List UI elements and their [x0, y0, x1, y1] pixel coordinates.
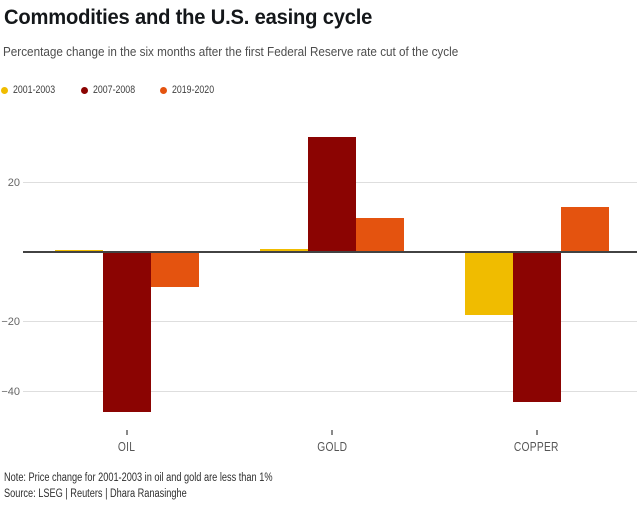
bar-copper-2007-2008 — [512, 252, 561, 402]
x-category-label-oil: OIL — [57, 440, 197, 454]
zero-axis-line — [23, 251, 637, 254]
gridline-−40 — [23, 391, 637, 392]
legend-item-2019-2020: 2019-2020 — [160, 84, 225, 96]
chart-title: Commodities and the U.S. easing cycle — [4, 6, 373, 29]
bar-gold-2019-2020 — [356, 217, 404, 253]
x-category-label-text: OIL — [117, 440, 136, 454]
footnote: Note: Price change for 2001-2003 in oil … — [4, 472, 273, 484]
source-line: Source: LSEG | Reuters | Dhara Ranasingh… — [4, 488, 187, 500]
x-category-label-copper: COPPER — [467, 440, 607, 454]
bar-gold-2001-2003 — [260, 249, 308, 253]
legend-dot-icon — [80, 86, 88, 94]
x-category-label-text: GOLD — [316, 440, 348, 454]
legend-label: 2001-2003 — [13, 84, 56, 96]
x-tick-oil — [125, 430, 128, 435]
legend-dot-icon — [1, 86, 8, 94]
legend-item-2007-2008: 2007-2008 — [80, 84, 146, 96]
legend-dot-icon — [160, 86, 168, 94]
x-tick-gold — [331, 430, 333, 435]
legend-label: 2007-2008 — [92, 84, 135, 96]
bar-copper-2001-2003 — [464, 252, 513, 315]
chart-subtitle: Percentage change in the six months afte… — [3, 44, 459, 59]
x-category-label-gold: GOLD — [262, 440, 402, 454]
legend-label: 2019-2020 — [172, 84, 215, 96]
bar-oil-2019-2020 — [150, 252, 199, 288]
gridline-−20 — [23, 321, 637, 323]
bar-copper-2019-2020 — [560, 207, 609, 253]
bar-gold-2007-2008 — [308, 137, 356, 253]
y-tick-label: −20 — [1, 315, 20, 328]
y-tick-label: 20 — [7, 176, 20, 189]
x-category-label-text: COPPER — [514, 440, 560, 454]
bar-oil-2007-2008 — [102, 252, 151, 413]
x-tick-copper — [535, 430, 538, 435]
bar-oil-2001-2003 — [54, 249, 103, 253]
y-tick-label: −40 — [1, 385, 20, 398]
chart-legend: 2001-2003 2007-2008 2019-2020 — [1, 83, 225, 97]
legend-item-2001-2003: 2001-2003 — [1, 84, 66, 96]
